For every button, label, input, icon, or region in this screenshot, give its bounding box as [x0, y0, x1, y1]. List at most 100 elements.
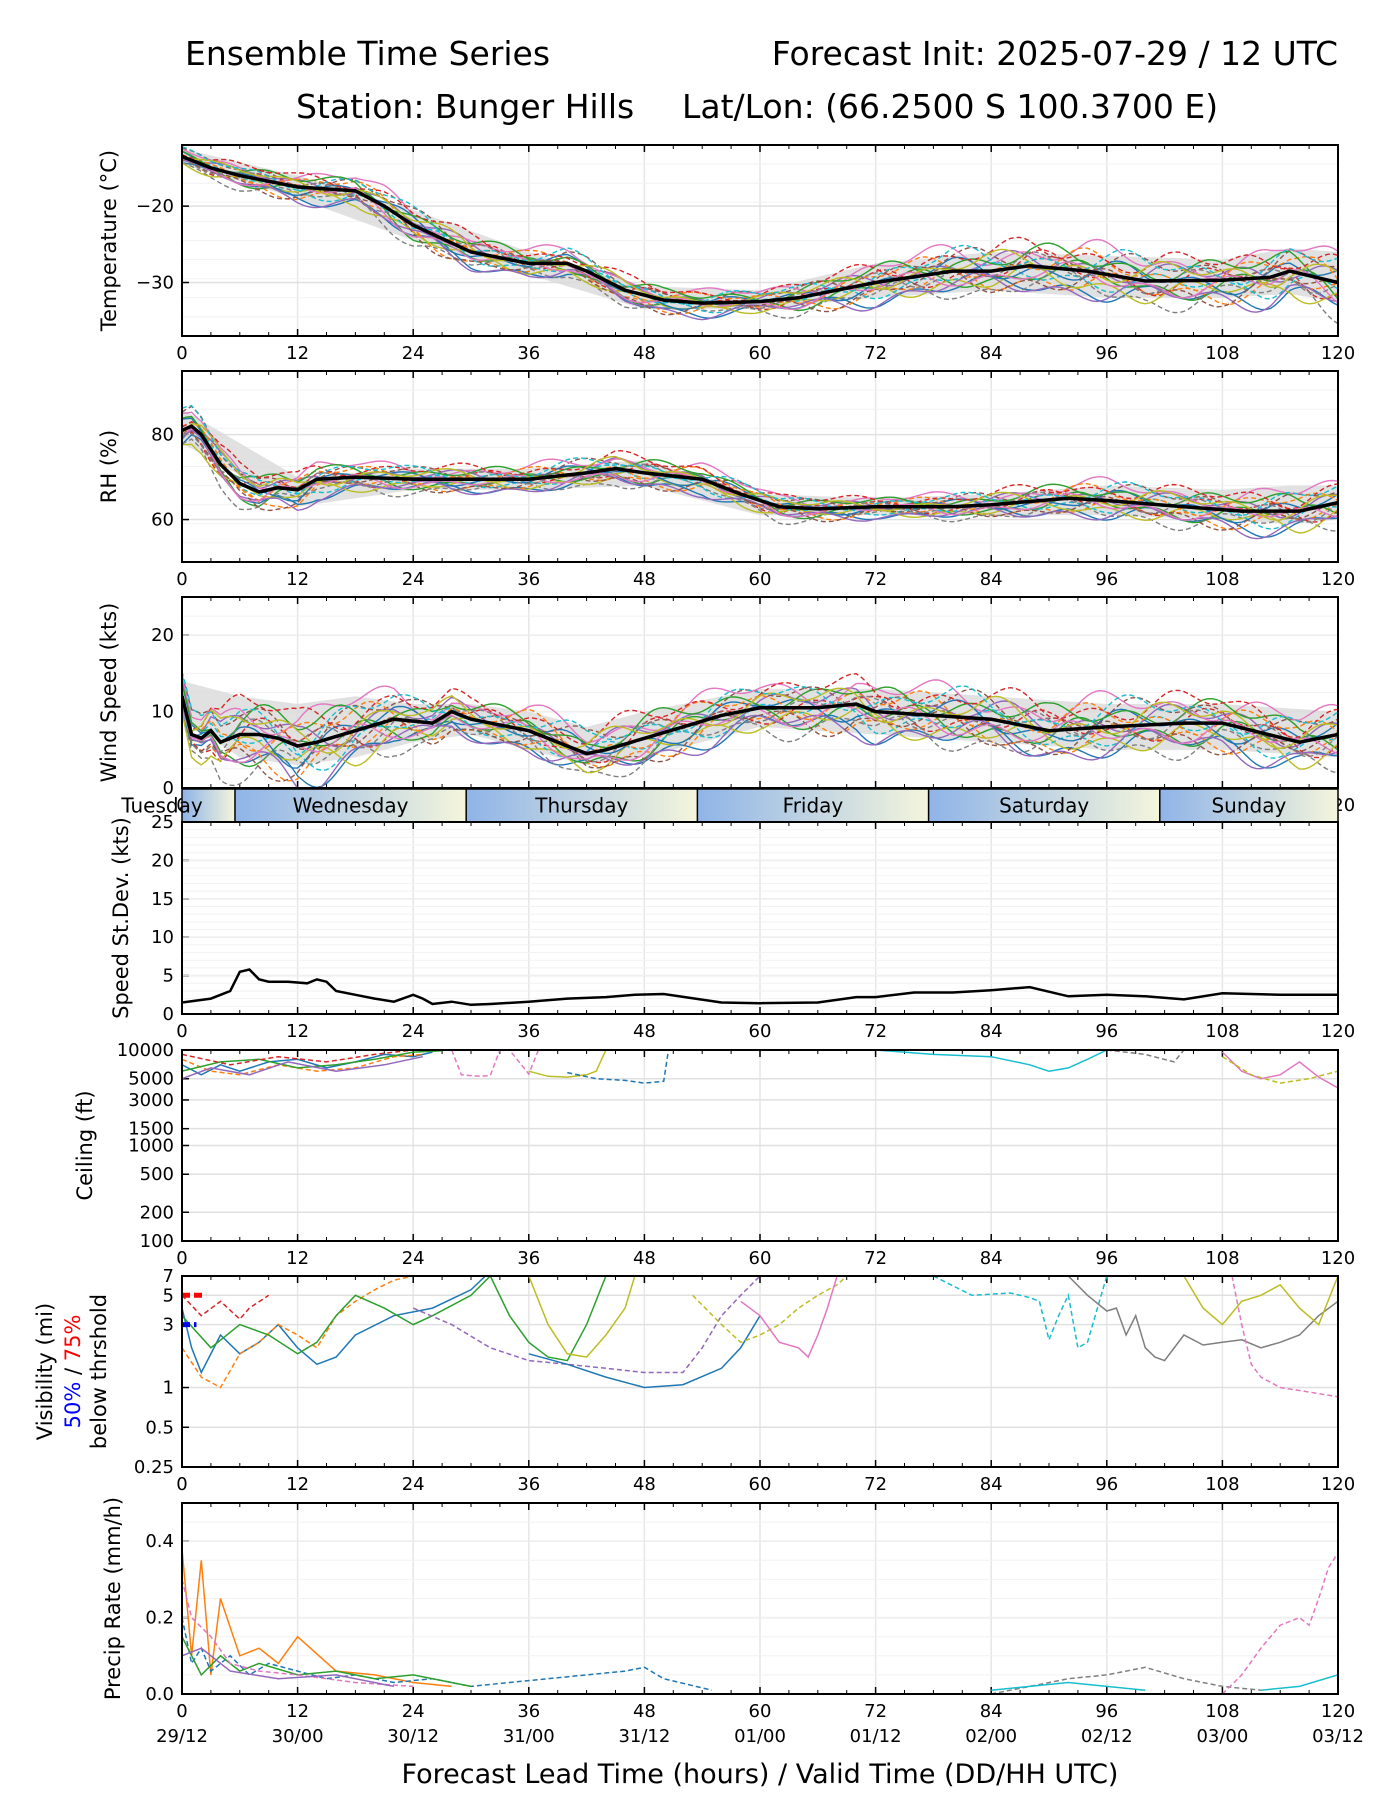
- member-line: [182, 411, 1338, 509]
- ytick-label: 0.4: [145, 1531, 174, 1552]
- xtick-label: 36: [517, 1021, 540, 1042]
- member-line: [182, 687, 1338, 754]
- threshold-50-label: 50%: [61, 1382, 85, 1429]
- ytick-label: 0.5: [145, 1417, 174, 1438]
- ytick-label: 0.0: [145, 1684, 174, 1705]
- day-segment: [234, 789, 467, 822]
- member-line: [182, 404, 1338, 517]
- xtick-label: 108: [1205, 1701, 1239, 1722]
- ytick-label: 0.25: [134, 1457, 174, 1478]
- x-axis-label: Forecast Lead Time (hours) / Valid Time …: [402, 1759, 1119, 1790]
- day-segment: [928, 789, 1160, 822]
- title-left: Ensemble Time Series: [185, 34, 550, 73]
- member-line: [451, 1050, 540, 1078]
- member-line: [182, 711, 1338, 787]
- day-label: Saturday: [999, 794, 1089, 818]
- xtick-label: 108: [1205, 343, 1239, 364]
- xtick-label: 72: [864, 1701, 887, 1722]
- xtick-label: 72: [864, 1021, 887, 1042]
- date-tick-label: 03/12: [1312, 1726, 1364, 1747]
- member-line: [412, 1276, 761, 1374]
- ytick-label: 1500: [128, 1119, 174, 1140]
- title-right: Forecast Init: 2025-07-29 / 12 UTC: [772, 34, 1338, 73]
- member-line: [182, 432, 1338, 531]
- xtick-label: 24: [402, 1021, 425, 1042]
- ytick-label: 10: [151, 702, 174, 723]
- xtick-label: 36: [517, 1701, 540, 1722]
- y-axis-label: Visibility (mi): [33, 1303, 57, 1440]
- member-line: [692, 1276, 848, 1344]
- member-line: [875, 1050, 1108, 1072]
- threshold-sub-label: below thrshold: [87, 1294, 111, 1449]
- xtick-label: 96: [1095, 569, 1118, 590]
- ytick-label: 25: [151, 812, 174, 833]
- member-line: [991, 1666, 1261, 1694]
- xtick-label: 108: [1205, 569, 1239, 590]
- member-line: [182, 432, 1338, 523]
- panels-group: −20−300 12 24 36 48 60 72 84 96 108 120Temperature…: [33, 144, 1364, 1790]
- xtick-label: 108: [1205, 1021, 1239, 1042]
- y-axis-label: Precip Rate (mm/h): [101, 1497, 125, 1700]
- day-label: Wednesday: [293, 794, 409, 818]
- xtick-label: 108: [1205, 1248, 1239, 1269]
- member-line: [182, 147, 1338, 305]
- station-label: Station: Bunger Hills: [296, 87, 634, 126]
- ensemble-mean-line: [182, 424, 1338, 513]
- member-line: [182, 157, 1338, 310]
- member-line: [933, 1276, 1108, 1349]
- xtick-label: 120: [1321, 1021, 1355, 1042]
- xtick-label: 36: [517, 343, 540, 364]
- xtick-label: 24: [402, 1701, 425, 1722]
- member-line: [182, 443, 1338, 534]
- xtick-label: 60: [749, 1701, 772, 1722]
- y-axis-label: Wind Speed (kts): [97, 603, 121, 783]
- xtick-label: 60: [749, 569, 772, 590]
- ytick-label: 5: [163, 966, 174, 987]
- precip_rate-panel: 0.4 0.2 0.00 12 24 36 48 60 72 84 96 108 120 Precip R…: [101, 1497, 1364, 1790]
- xtick-label: 96: [1095, 1021, 1118, 1042]
- xtick-label: 108: [1205, 1474, 1239, 1495]
- day-strip: Tuesday Wednesday Thursday Friday Saturday Su…: [120, 788, 1339, 823]
- xtick-label: 36: [517, 569, 540, 590]
- member-line: [1183, 1276, 1338, 1326]
- member-line: [182, 162, 1338, 315]
- xtick-label: 12: [286, 1248, 309, 1269]
- date-tick-label: 30/00: [272, 1726, 324, 1747]
- xtick-label: 60: [749, 343, 772, 364]
- xtick-label: 12: [286, 1021, 309, 1042]
- threshold-label: 50% / 75%: [61, 1315, 85, 1429]
- xtick-label: 48: [633, 1021, 656, 1042]
- ytick-label: 5000: [128, 1069, 174, 1090]
- ytick-label: 7: [163, 1266, 174, 1287]
- panel-border: [181, 596, 1339, 789]
- date-tick-label: 02/00: [965, 1726, 1017, 1747]
- xtick-label: 84: [980, 1248, 1003, 1269]
- ytick-label: 3000: [128, 1090, 174, 1111]
- day-label: Friday: [783, 794, 844, 818]
- rh-panel: 80 60 0 12 24 36 48 60 72 84 96 108 120 RH (%): [97, 370, 1355, 590]
- ytick-label: 80: [151, 425, 174, 446]
- xtick-label: 48: [633, 1248, 656, 1269]
- latlon-label: Lat/Lon: (66.2500 S 100.3700 E): [682, 87, 1218, 126]
- visibility-panel: 75 3 1 0.5 0.250 12 24 36 48 60 72 84 96 108 120 Visibi…: [33, 1266, 1355, 1495]
- xtick-label: 0: [176, 569, 187, 590]
- xtick-label: 0: [176, 1248, 187, 1269]
- xtick-label: 36: [517, 1248, 540, 1269]
- day-segment: [1159, 789, 1338, 822]
- member-line: [1221, 1051, 1338, 1089]
- xtick-label: 0: [176, 1021, 187, 1042]
- date-tick-label: 01/12: [850, 1726, 902, 1747]
- panel-border: [181, 144, 1339, 337]
- ytick-label: −20: [136, 196, 174, 217]
- xtick-label: 120: [1321, 343, 1355, 364]
- xtick-label: 60: [749, 1021, 772, 1042]
- stdev-line: [182, 968, 1338, 1007]
- y-axis-label: Temperature (°C): [97, 150, 121, 332]
- ytick-label: 0: [163, 778, 174, 799]
- member-line: [1231, 1276, 1338, 1398]
- day-label: Sunday: [1211, 794, 1286, 818]
- date-tick-label: 31/00: [503, 1726, 555, 1747]
- xtick-label: 84: [980, 1474, 1003, 1495]
- xtick-label: 24: [402, 1474, 425, 1495]
